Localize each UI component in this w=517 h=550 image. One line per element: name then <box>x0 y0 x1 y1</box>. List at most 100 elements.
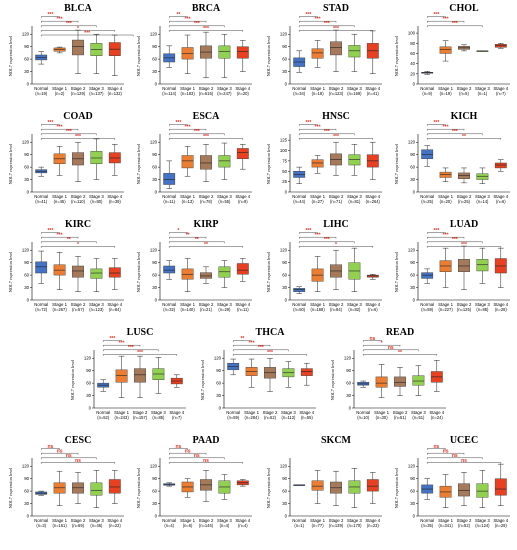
y-tick-label: 60 <box>24 489 29 494</box>
box-stage-1 <box>181 155 194 169</box>
category-label: Stage 1 <box>438 194 453 199</box>
y-tick-label: 30 <box>410 177 415 182</box>
significance-label: *** <box>75 134 81 140</box>
box-stage-3 <box>218 45 231 59</box>
box-stage-4 <box>236 148 249 160</box>
sample-size-label: (n=55) <box>218 199 231 204</box>
y-tick-label: 120 <box>408 248 416 253</box>
sample-size-label: (n=52) <box>97 415 110 420</box>
category-label: Stage 4 <box>299 410 314 415</box>
y-tick-label: 0 <box>27 82 30 87</box>
sample-size-label: (n=13) <box>182 199 195 204</box>
y-tick-label: 0 <box>155 82 158 87</box>
panel-skcm: SKCM NOL7 expression level 0 30 60 90 120 Norma… <box>266 435 382 528</box>
y-tick-label: 0 <box>285 514 288 519</box>
y-tick-label: 0 <box>413 514 416 519</box>
sample-size-label: (n=59) <box>421 307 434 312</box>
panel-lihc: LIHC NOL7 expression level 0 30 60 90 120 Norma… <box>266 219 382 312</box>
y-tick-label: 30 <box>152 177 157 182</box>
box-stage-2 <box>458 259 470 272</box>
y-tick-label: 120 <box>280 248 288 253</box>
panel-read: READ NOL7 expression level 0 30 60 90 120 Norma… <box>330 327 446 420</box>
category-label: Stage 4 <box>493 194 508 199</box>
y-axis-label: NOL7 expression level <box>8 143 13 185</box>
box-stage-1 <box>311 480 324 491</box>
box-stage-2 <box>72 265 84 278</box>
category-label: Stage 2 <box>71 302 86 307</box>
category-label: Stage 1 <box>374 410 389 415</box>
significance-label: ** <box>462 134 466 140</box>
box-stage-1 <box>181 47 194 60</box>
y-axis-label: NOL7 expression level <box>394 143 399 185</box>
panel-thca: THCA NOL7 expression level 0 30 60 90 120 Norma… <box>200 327 316 420</box>
y-tick-label: 90 <box>24 476 29 481</box>
category-label: Stage 2 <box>199 518 214 523</box>
sample-size-label: (n=41) <box>367 91 380 96</box>
y-tick-label: 90 <box>152 476 157 481</box>
category-label: Normal <box>356 410 370 415</box>
category-label: Normal <box>162 86 176 91</box>
box-stage-4 <box>236 263 249 275</box>
y-tick-label: 90 <box>152 44 157 49</box>
y-tick-label: 90 <box>282 260 287 265</box>
significance-label: ** <box>398 350 402 356</box>
category-label: Stage 2 <box>71 86 86 91</box>
significance-label: *** <box>315 17 321 23</box>
significance-label: *** <box>109 336 115 342</box>
sample-size-label: (n=19) <box>440 91 453 96</box>
y-axis-label: NOL7 expression level <box>394 35 399 77</box>
sample-size-label: (n=55) <box>301 415 314 420</box>
sample-size-label: (n=44) <box>293 199 306 204</box>
box-normal <box>421 272 434 279</box>
category-label: Stage 4 <box>107 194 122 199</box>
category-label: Stage 2 <box>263 410 278 415</box>
y-tick-label: 120 <box>344 356 352 361</box>
sample-size-label: (n=46) <box>90 523 103 528</box>
category-label: Normal <box>96 410 110 415</box>
sample-size-label: (n=69) <box>72 523 85 528</box>
y-tick-label: 120 <box>22 140 30 145</box>
sample-size-label: (n=32) <box>163 307 176 312</box>
significance-label: *** <box>203 26 209 32</box>
y-tick-label: 30 <box>282 285 287 290</box>
sample-size-label: (n=2) <box>55 91 65 96</box>
category-label: Normal <box>292 194 306 199</box>
box-stage-2 <box>394 376 406 387</box>
category-label: Stage 3 <box>475 302 490 307</box>
sample-size-label: (n=170) <box>347 523 362 528</box>
y-axis-label: NOL7 expression level <box>266 467 271 509</box>
significance-label: *** <box>128 345 134 351</box>
sample-size-label: (n=18) <box>312 91 325 96</box>
box-stage-1 <box>311 48 324 59</box>
category-label: Stage 1 <box>244 410 259 415</box>
significance-label: *** <box>47 12 53 18</box>
y-tick-label: 30 <box>24 285 29 290</box>
box-stage-3 <box>476 483 489 498</box>
box-stage-3 <box>348 45 361 58</box>
panel-title: LUSC <box>127 327 154 338</box>
sample-size-label: (n=51) <box>412 415 425 420</box>
category-label: Stage 4 <box>493 518 508 523</box>
category-label: Stage 1 <box>52 86 67 91</box>
category-label: Normal <box>420 86 434 91</box>
sample-size-label: (n=29) <box>218 307 231 312</box>
category-label: Stage 1 <box>52 302 67 307</box>
y-tick-label: 75 <box>282 158 287 163</box>
y-axis-label: NOL7 expression level <box>136 467 141 509</box>
significance-label: ns <box>194 453 200 459</box>
panel-lusc: LUSC NOL7 expression level 0 30 60 90 120 Norma… <box>70 327 186 420</box>
y-tick-label: 60 <box>410 165 415 170</box>
box-stage-2 <box>330 41 342 56</box>
y-tick-label: 90 <box>152 260 157 265</box>
panel-title: CHOL <box>449 3 479 14</box>
category-label: Stage 1 <box>310 194 325 199</box>
significance-label: *** <box>433 12 439 18</box>
sample-size-label: (n=27) <box>312 199 325 204</box>
y-axis-label: NOL7 expression level <box>266 143 271 185</box>
significance-label: ns <box>75 458 81 464</box>
y-axis-label: NOL7 expression level <box>8 467 13 509</box>
sample-size-label: (n=341) <box>438 523 453 528</box>
significance-label: *** <box>258 345 264 351</box>
category-label: Stage 1 <box>52 194 67 199</box>
category-label: Stage 2 <box>329 86 344 91</box>
